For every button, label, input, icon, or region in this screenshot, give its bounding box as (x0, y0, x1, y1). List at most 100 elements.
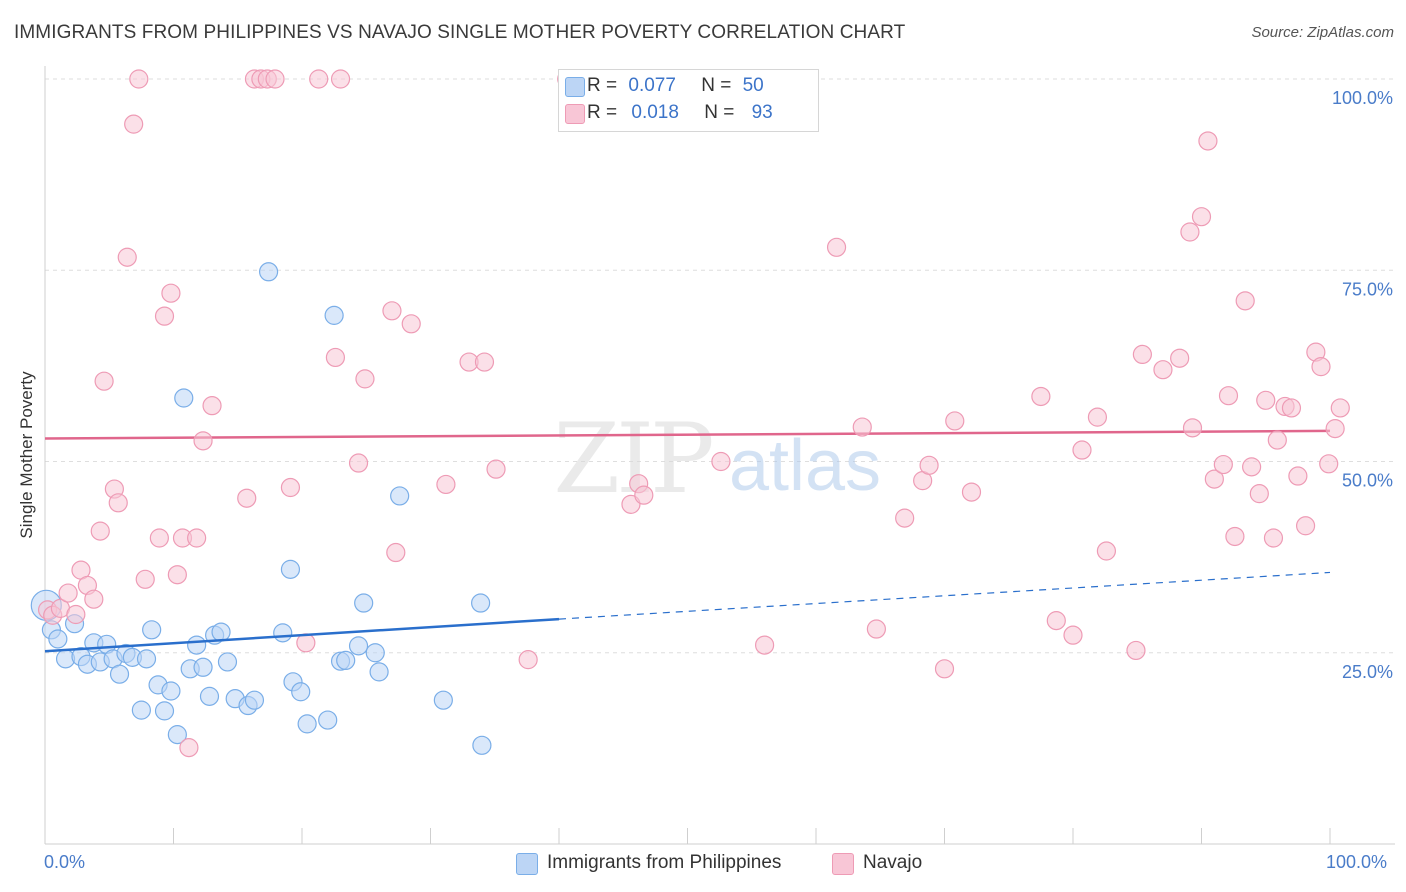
philippines-point (433, 690, 453, 710)
navajo-point (124, 114, 144, 134)
navajo-point (58, 583, 78, 603)
navajo-point (348, 453, 369, 473)
navajo-point (1213, 454, 1233, 475)
y-tick-label: 75.0% (1342, 279, 1393, 299)
navajo-point (325, 347, 346, 368)
philippines-point (174, 388, 194, 408)
axes (44, 66, 1395, 845)
y-tick-label: 100.0% (1332, 88, 1393, 108)
navajo-point (518, 650, 538, 670)
navajo-point (1235, 291, 1255, 311)
philippines-point (217, 652, 238, 672)
navajo-point (309, 69, 329, 89)
philippines-point (280, 559, 301, 579)
navajo-points (37, 69, 1350, 758)
navajo-point (179, 738, 199, 758)
legend-label-navajo: Navajo (863, 852, 923, 873)
philippines-swatch (516, 853, 538, 875)
legend-r-value: 0.077 (628, 75, 676, 96)
navajo-point (265, 69, 285, 89)
navajo-point (1242, 457, 1262, 477)
y-tick-label: 50.0% (1342, 471, 1393, 491)
navajo-point (1153, 360, 1173, 380)
navajo-point (1132, 344, 1152, 364)
legend-row-philippines: R = 0.077 N = 50 (565, 75, 764, 99)
legend-item-philippines[interactable]: Immigrants from Philippines (516, 852, 782, 875)
philippines-point (154, 701, 175, 721)
philippines-point (258, 262, 279, 282)
philippines-swatch (565, 77, 585, 97)
navajo-point (711, 451, 731, 472)
navajo-point (852, 417, 872, 437)
philippines-point (390, 486, 410, 506)
navajo-trend (44, 429, 1331, 440)
navajo-point (1063, 625, 1083, 645)
navajo-point (934, 659, 955, 679)
navajo-point (1325, 419, 1345, 439)
philippines-point (471, 593, 491, 613)
navajo-point (1330, 398, 1350, 418)
philippines-point (131, 700, 151, 720)
navajo-point (961, 482, 982, 502)
navajo-point (1218, 386, 1239, 406)
series-legend: Immigrants from Philippines Navajo (0, 852, 1406, 878)
y-tick-labels: 25.0% 50.0% 75.0% 100.0% (1332, 88, 1393, 682)
legend-n-value: 93 (751, 102, 773, 123)
navajo-point (355, 369, 375, 389)
navajo-point (1249, 484, 1269, 504)
philippines-point (199, 686, 220, 706)
navajo-point (1263, 528, 1284, 548)
navajo-point (94, 371, 114, 391)
navajo-point (1288, 466, 1308, 486)
navajo-point (1072, 440, 1092, 460)
philippines-points (30, 262, 492, 755)
legend-n-label: N = (701, 75, 732, 96)
navajo-point (1126, 640, 1146, 661)
navajo-point (1204, 469, 1224, 489)
philippines-trend-extension (558, 571, 1331, 620)
navajo-point (754, 635, 775, 655)
philippines-trend-line (44, 617, 560, 653)
navajo-swatch (832, 853, 854, 875)
navajo-point (382, 301, 402, 321)
navajo-point (866, 619, 886, 639)
philippines-point (109, 664, 130, 684)
navajo-point (1311, 357, 1331, 377)
navajo-trend-line (44, 429, 1331, 440)
navajo-point (1295, 516, 1316, 536)
navajo-point (1319, 454, 1339, 474)
legend-r-value: 0.018 (631, 102, 679, 123)
source-label: Source: ZipAtlas.com (1251, 24, 1394, 41)
philippines-point (187, 635, 207, 655)
philippines-point (291, 682, 311, 702)
legend-label-philippines: Immigrants from Philippines (547, 852, 782, 873)
philippines-point (354, 593, 374, 613)
navajo-point (193, 431, 213, 451)
navajo-point (436, 474, 456, 495)
navajo-point (486, 459, 506, 479)
philippines-point (472, 735, 492, 755)
navajo-point (117, 247, 137, 267)
navajo-point (386, 542, 406, 563)
navajo-point (237, 488, 257, 508)
correlation-legend: R = 0.077 N = 50 R = 0.018 N = 93 (558, 69, 819, 132)
philippines-trend (44, 571, 1331, 653)
philippines-point (244, 690, 265, 710)
legend-item-navajo[interactable]: Navajo (832, 852, 923, 875)
chart-title: IMMIGRANTS FROM PHILIPPINES VS NAVAJO SI… (14, 22, 906, 43)
navajo-point (1182, 418, 1203, 438)
navajo-point (401, 314, 421, 334)
x-tick-min: 0.0% (44, 852, 86, 872)
navajo-point (1198, 131, 1218, 151)
navajo-point (161, 283, 181, 303)
philippines-point (142, 620, 162, 640)
y-tick-label: 25.0% (1342, 662, 1393, 682)
philippines-point (318, 710, 338, 730)
philippines-point (348, 636, 369, 656)
legend-row-navajo: R = 0.018 N = 93 (565, 102, 773, 126)
philippines-point (324, 305, 344, 325)
navajo-point (149, 528, 169, 548)
navajo-point (90, 521, 110, 541)
navajo-point (330, 69, 351, 89)
philippines-point (48, 629, 68, 649)
